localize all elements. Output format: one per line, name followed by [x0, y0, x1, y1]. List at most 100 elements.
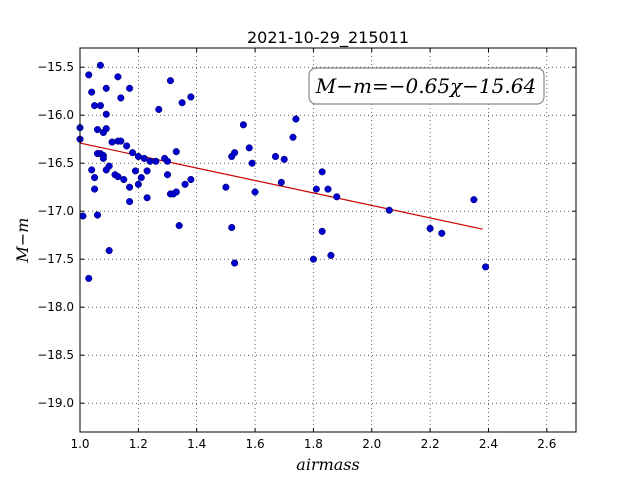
data-point [309, 255, 317, 263]
data-point [280, 155, 288, 163]
data-point [178, 99, 186, 107]
data-point [318, 227, 326, 235]
data-point [137, 174, 145, 182]
data-point [318, 168, 326, 176]
x-tick-label: 2.6 [537, 437, 556, 451]
y-tick-label: −18.0 [37, 300, 74, 314]
data-point [93, 126, 102, 134]
data-point [143, 194, 151, 202]
data-point [79, 212, 87, 220]
data-point [385, 206, 393, 214]
data-point [91, 174, 99, 182]
data-point [152, 157, 160, 165]
x-axis-label: airmass [296, 455, 359, 474]
data-point [96, 102, 104, 110]
data-point [105, 162, 113, 170]
y-axis-label: M−m [13, 218, 32, 264]
data-point [163, 171, 172, 179]
data-point [438, 229, 446, 237]
data-point [245, 144, 253, 152]
data-point [163, 157, 172, 165]
data-point [181, 180, 189, 188]
data-point [143, 167, 151, 175]
y-tick-label: −17.0 [37, 204, 74, 218]
data-point [85, 274, 93, 282]
y-tick-label: −19.0 [37, 396, 74, 410]
x-tick-label: 2.0 [362, 437, 381, 451]
data-point [251, 188, 259, 196]
y-tick-label: −17.5 [37, 252, 74, 266]
chart-title: 2021-10-29_215011 [247, 28, 409, 48]
data-point [117, 94, 125, 102]
x-tick-label: 1.0 [70, 437, 89, 451]
data-point [140, 154, 148, 162]
data-point [93, 211, 102, 219]
y-tick-label: −18.5 [37, 348, 74, 362]
x-tick-label: 2.4 [479, 437, 498, 451]
data-point [271, 152, 280, 161]
annotation-box [308, 67, 545, 105]
data-point [102, 84, 110, 92]
data-point [175, 222, 183, 230]
data-point [289, 133, 297, 141]
equation-annotation: M−m=−0.65χ−15.64 [308, 67, 545, 105]
data-point [426, 224, 434, 233]
y-tick-label: −15.5 [37, 60, 74, 74]
data-point [166, 77, 174, 85]
x-tick-label: 1.8 [304, 437, 323, 451]
data-point [126, 183, 134, 191]
data-point [126, 198, 134, 206]
data-point [228, 223, 236, 232]
x-tick-label: 1.2 [129, 437, 148, 451]
data-point [187, 93, 195, 101]
data-points [76, 61, 490, 282]
annotation-text: M−m=−0.65χ−15.64 [315, 74, 536, 98]
data-point [134, 180, 142, 188]
data-point [292, 115, 300, 123]
data-point [120, 175, 128, 184]
data-point [277, 178, 285, 186]
data-point [126, 84, 134, 92]
data-point [128, 149, 137, 157]
data-point [172, 188, 180, 196]
data-point [222, 183, 230, 191]
data-point [91, 185, 99, 193]
x-tick-label: 1.6 [246, 437, 265, 451]
data-point [88, 166, 96, 174]
data-point [248, 159, 256, 167]
data-point [187, 175, 195, 184]
data-point [470, 196, 478, 204]
data-point [117, 137, 125, 145]
data-point [114, 73, 122, 81]
data-point [108, 138, 116, 146]
data-point [114, 173, 122, 181]
y-tick-label: −16.0 [37, 108, 74, 122]
data-point [333, 193, 341, 201]
data-point [327, 251, 335, 259]
data-point [312, 185, 320, 193]
axis-ticks: 1.0 1.2 1.4 1.6 1.8 2.0 2.2 2.4 2.6 −15.5 −16.0 −16… [37, 48, 576, 451]
x-tick-label: 1.4 [187, 437, 206, 451]
data-point [231, 149, 239, 157]
data-point [99, 154, 107, 162]
data-point [85, 71, 93, 79]
data-point [131, 167, 139, 175]
data-point [102, 110, 110, 118]
data-point [172, 148, 180, 156]
data-point [88, 88, 96, 96]
y-tick-label: −16.5 [37, 156, 74, 170]
data-point [231, 259, 239, 267]
data-point [155, 105, 163, 113]
data-point [123, 142, 131, 150]
grid-lines [80, 48, 576, 432]
x-tick-label: 2.2 [421, 437, 440, 451]
data-point [96, 61, 104, 69]
data-point [324, 185, 332, 193]
data-point [239, 121, 247, 129]
data-point [105, 247, 113, 255]
data-point [482, 263, 490, 271]
data-point [102, 125, 110, 133]
plot-frame [79, 47, 577, 433]
